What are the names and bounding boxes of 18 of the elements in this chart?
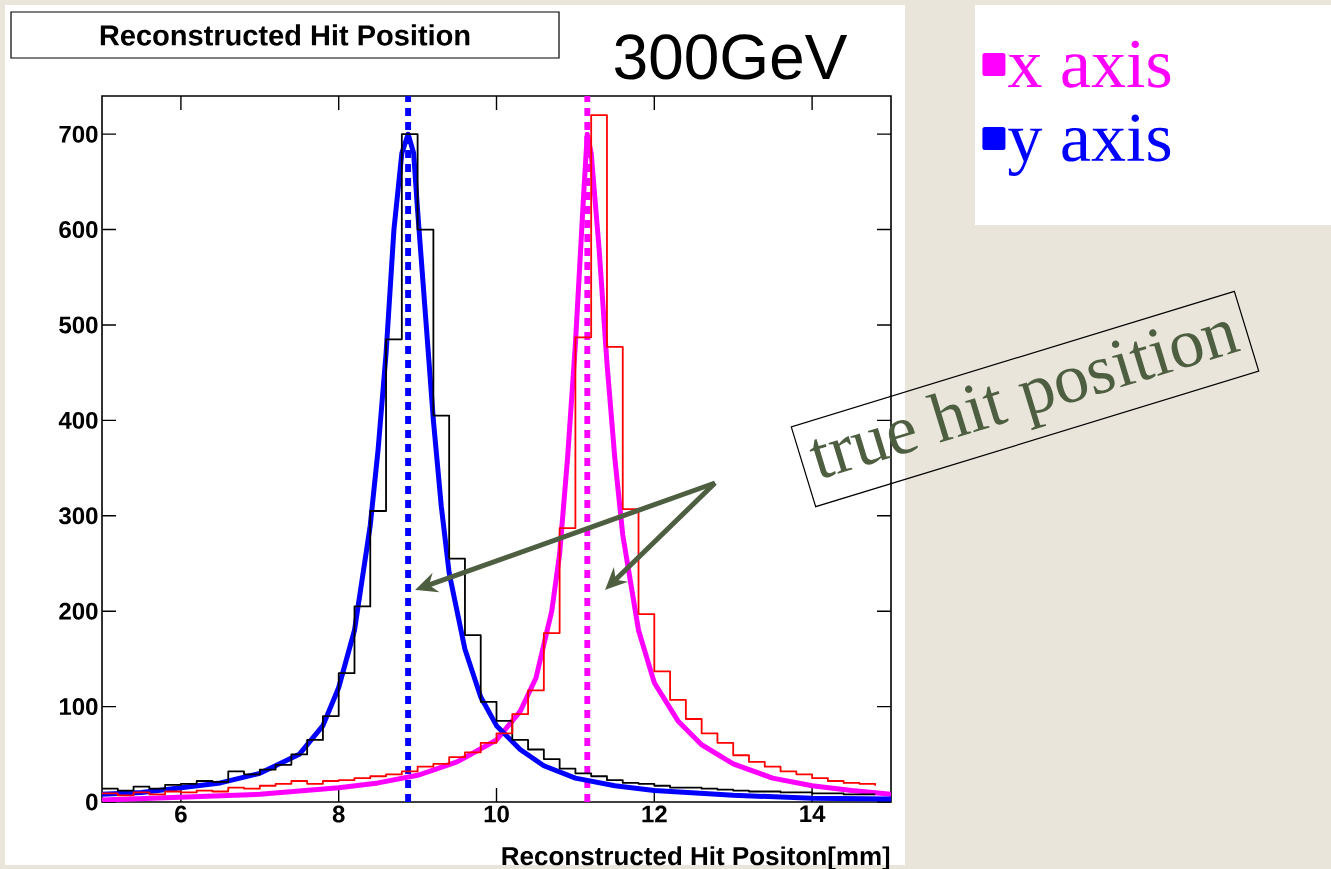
x-tick-label: 6 [175, 805, 187, 823]
annotation: true hit position [809, 322, 1241, 478]
y-tick-label: 500 [59, 316, 98, 334]
legend-label: y axis [1008, 114, 1171, 176]
x-tick-label: 8 [332, 805, 345, 823]
y-tick-label: 300 [58, 507, 98, 525]
legend-label: x axis [1008, 40, 1171, 88]
y-tick-label: 0 [86, 793, 98, 811]
x-tick-label: 14 [800, 805, 826, 823]
y-tick-label: 200 [59, 602, 98, 620]
x-tick-label: 12 [642, 805, 667, 823]
y-tick-label: 100 [59, 698, 98, 716]
y-tick-label: 700 [59, 125, 98, 143]
x-tick-label: 10 [484, 805, 509, 823]
chart-subtitle: 300GeV [615, 34, 848, 80]
chart-title: Reconstructed Hit Position [100, 24, 470, 46]
y-tick-label: 600 [59, 221, 98, 239]
y-tick-label: 400 [58, 411, 98, 429]
